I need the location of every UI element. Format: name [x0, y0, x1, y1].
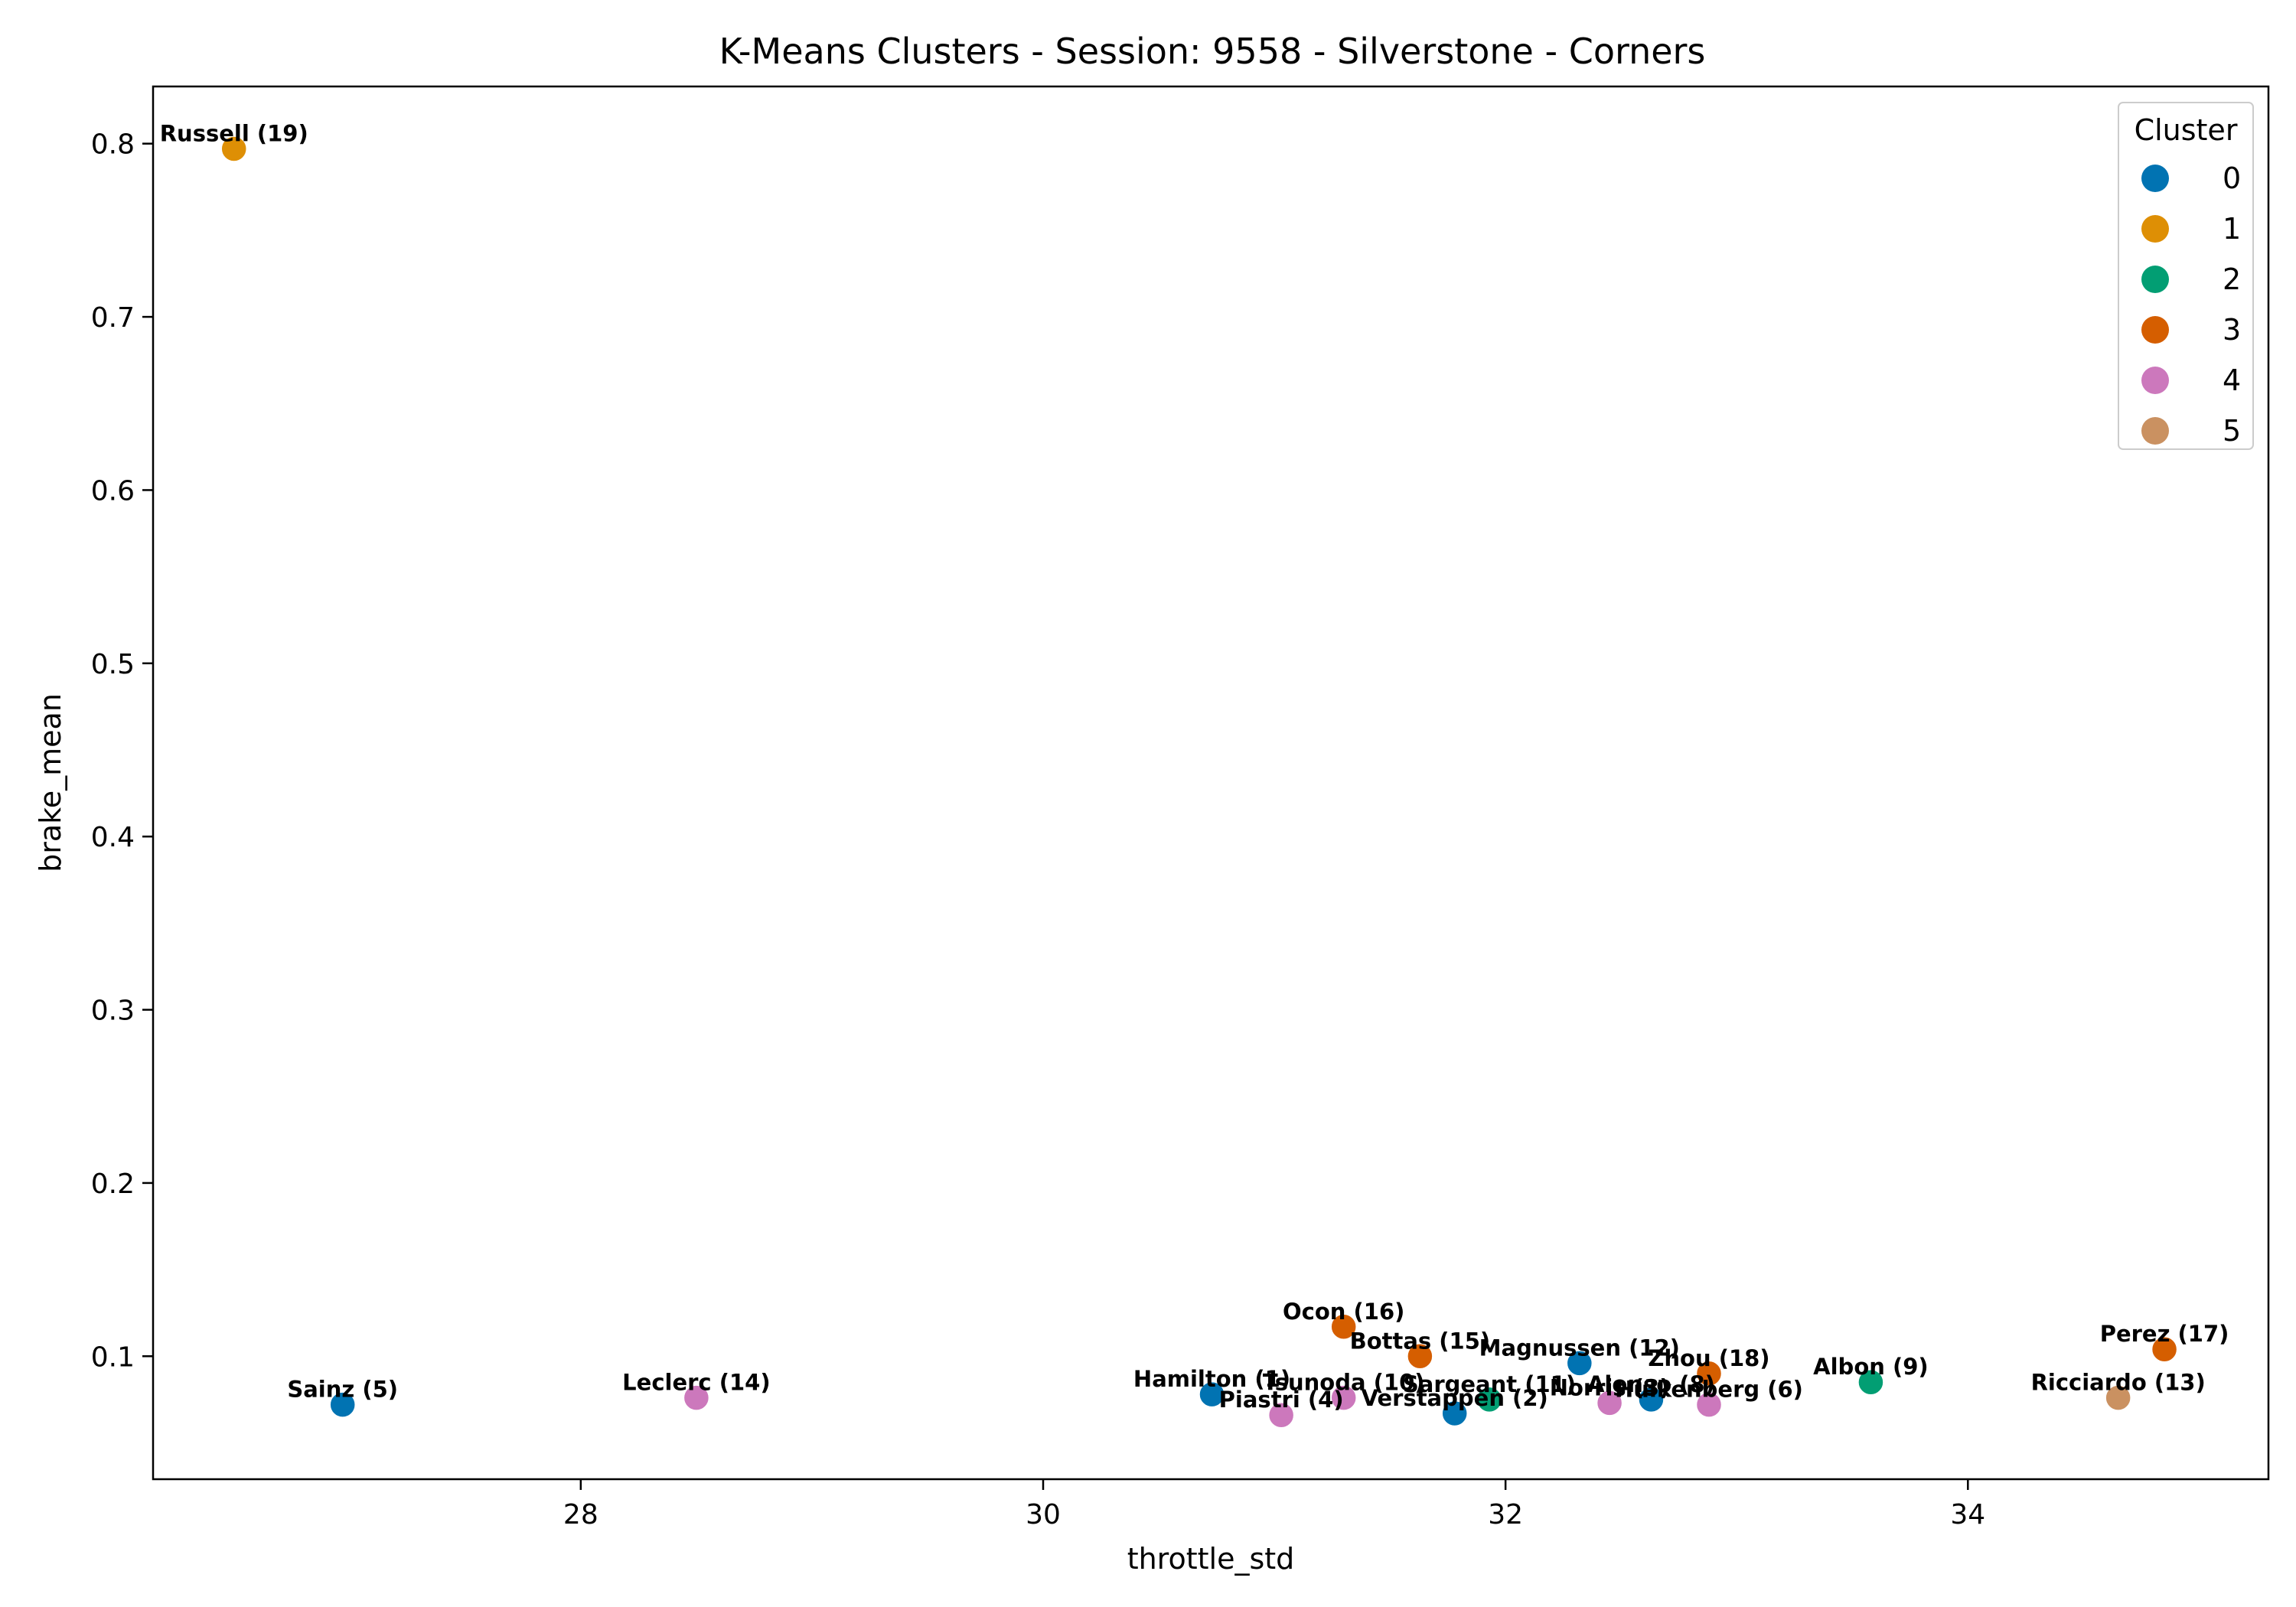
data-point — [220, 135, 248, 163]
legend: Cluster 0 1 2 3 4 5 — [2118, 102, 2254, 450]
legend-marker — [2141, 417, 2169, 445]
data-point — [1694, 1359, 1724, 1388]
legend-marker — [2141, 367, 2169, 394]
data-point-label: Ocon (16) — [1283, 1299, 1404, 1325]
data-point-label: Bottas (15) — [1350, 1328, 1491, 1354]
y-tick-label: 0.5 — [91, 649, 135, 680]
data-point — [1475, 1385, 1504, 1414]
data-point-label: Russell (19) — [160, 120, 308, 146]
data-point — [682, 1384, 711, 1412]
legend-entries: 0 1 2 3 4 5 — [2141, 161, 2241, 448]
legend-entry-label: 5 — [2223, 414, 2241, 448]
data-point — [1267, 1400, 1296, 1429]
y-tick-label: 0.1 — [91, 1341, 135, 1373]
data-point-label: Norris (3) — [1550, 1374, 1670, 1400]
legend-marker — [2141, 316, 2169, 344]
data-point — [1857, 1367, 1885, 1397]
y-tick-label: 0.4 — [91, 822, 135, 853]
legend-marker — [2141, 165, 2169, 192]
data-point-labels: Russell (19) Sainz (5) Leclerc (14) Hamilto… — [160, 120, 2229, 1413]
data-point-label: Magnussen (12) — [1479, 1335, 1680, 1361]
data-point-label: Tsunoda (10) — [1263, 1370, 1425, 1396]
y-tick-label: 0.8 — [91, 129, 135, 161]
legend-marker — [2141, 266, 2169, 293]
data-point — [1637, 1385, 1665, 1414]
data-point — [2150, 1335, 2179, 1364]
legend-entry-label: 4 — [2223, 363, 2241, 397]
data-point — [328, 1390, 357, 1419]
legend-entry-label: 0 — [2223, 161, 2241, 195]
data-point-label: Hamilton (1) — [1133, 1366, 1290, 1392]
x-tick-label: 30 — [1026, 1499, 1061, 1530]
legend-entry-label: 2 — [2223, 262, 2241, 296]
data-point — [1565, 1349, 1594, 1377]
data-point — [1198, 1380, 1226, 1409]
data-point — [1329, 1312, 1358, 1341]
y-axis-label: brake_mean — [34, 693, 67, 872]
plot-frame — [152, 85, 2270, 1481]
data-point-label: Sainz (5) — [287, 1377, 398, 1403]
x-tick-label: 28 — [563, 1499, 598, 1530]
plot-area: 28 30 32 34 0.10.20.30.40.50.60.70.8 Russel… — [91, 85, 2270, 1530]
legend-title: Cluster — [2135, 113, 2238, 147]
data-point-label: Alonso (8) — [1587, 1371, 1715, 1397]
x-axis-label: throttle_std — [1127, 1542, 1295, 1576]
data-point-label: Ricciardo (13) — [2031, 1370, 2206, 1396]
y-tick-label: 0.3 — [91, 996, 135, 1027]
data-point-label: Albon (9) — [1813, 1354, 1929, 1380]
legend-entry-label: 3 — [2223, 313, 2241, 347]
data-point-label: Piastri (4) — [1219, 1387, 1344, 1413]
data-point — [1440, 1399, 1469, 1428]
x-tick-label: 32 — [1488, 1499, 1523, 1530]
data-point — [1694, 1390, 1724, 1419]
data-point — [1329, 1384, 1358, 1412]
data-point — [1406, 1342, 1434, 1371]
data-point-label: Verstappen (2) — [1362, 1385, 1548, 1411]
legend-entry-label: 1 — [2223, 212, 2241, 246]
data-point-label: Zhou (18) — [1648, 1345, 1769, 1371]
x-tick-label: 34 — [1950, 1499, 1985, 1530]
data-point-label: Leclerc (14) — [622, 1370, 770, 1396]
data-point — [1595, 1389, 1624, 1417]
data-point-label: Hulkenberg (6) — [1615, 1377, 1803, 1403]
y-tick-label: 0.6 — [91, 475, 135, 507]
data-point — [2104, 1384, 2132, 1412]
legend-marker — [2141, 215, 2169, 243]
y-axis-ticks: 0.1 0.2 0.3 0.4 0.5 0.6 0.7 0.8 — [91, 129, 153, 1373]
data-points — [220, 135, 2179, 1429]
data-point-label: Sargeant (11) — [1403, 1371, 1576, 1397]
y-tick-label: 0.7 — [91, 302, 135, 334]
x-axis-ticks: 28 30 32 34 — [563, 1479, 1985, 1530]
y-tick-label: 0.2 — [91, 1169, 135, 1200]
chart-title: K-Means Clusters - Session: 9558 - Silve… — [719, 31, 1706, 72]
data-point-label: Perez (17) — [2100, 1321, 2229, 1347]
